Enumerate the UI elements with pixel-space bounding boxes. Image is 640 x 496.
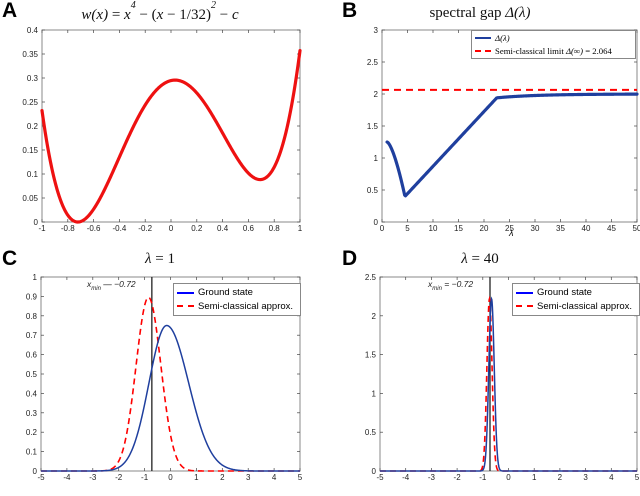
svg-text:0: 0: [380, 224, 385, 233]
svg-text:-3: -3: [89, 473, 97, 482]
svg-text:0.8: 0.8: [26, 312, 38, 321]
svg-text:3: 3: [246, 473, 251, 482]
svg-text:3: 3: [583, 473, 588, 482]
svg-text:5: 5: [405, 224, 410, 233]
svg-text:0: 0: [169, 224, 174, 233]
svg-text:1: 1: [298, 224, 303, 233]
svg-text:0.05: 0.05: [22, 194, 38, 203]
svg-text:λ: λ: [508, 228, 513, 238]
svg-text:-2: -2: [454, 473, 462, 482]
svg-text:10: 10: [429, 224, 438, 233]
svg-text:3: 3: [374, 26, 379, 35]
svg-text:0: 0: [33, 467, 38, 476]
svg-text:0.2: 0.2: [191, 224, 203, 233]
svg-text:5: 5: [635, 473, 640, 482]
svg-text:1.5: 1.5: [365, 351, 377, 360]
svg-text:-2: -2: [115, 473, 123, 482]
svg-text:40: 40: [582, 224, 591, 233]
svg-text:-3: -3: [428, 473, 436, 482]
svg-text:0.8: 0.8: [269, 224, 281, 233]
svg-text:4: 4: [272, 473, 277, 482]
svg-text:0.15: 0.15: [22, 146, 38, 155]
svg-text:0: 0: [374, 218, 379, 227]
svg-text:-4: -4: [402, 473, 410, 482]
svg-text:2.5: 2.5: [367, 58, 379, 67]
svg-text:50: 50: [633, 224, 640, 233]
svg-text:-0.6: -0.6: [87, 224, 101, 233]
svg-text:0.25: 0.25: [22, 98, 38, 107]
svg-text:0: 0: [372, 467, 377, 476]
svg-text:2: 2: [220, 473, 225, 482]
svg-text:0.4: 0.4: [27, 26, 39, 35]
svg-text:1: 1: [194, 473, 199, 482]
svg-text:45: 45: [607, 224, 616, 233]
svg-text:-5: -5: [376, 473, 384, 482]
svg-text:1: 1: [372, 389, 377, 398]
svg-text:0.5: 0.5: [367, 186, 379, 195]
svg-text:-1: -1: [141, 473, 149, 482]
svg-text:xmin — −0.72: xmin — −0.72: [86, 279, 136, 292]
svg-text:0.4: 0.4: [26, 389, 38, 398]
svg-text:2: 2: [372, 312, 377, 321]
svg-text:-1: -1: [479, 473, 487, 482]
svg-text:-5: -5: [37, 473, 45, 482]
svg-text:2: 2: [558, 473, 563, 482]
svg-text:-0.2: -0.2: [138, 224, 152, 233]
svg-text:0.6: 0.6: [243, 224, 255, 233]
svg-text:xmin = −0.72: xmin = −0.72: [427, 279, 473, 292]
svg-text:0.5: 0.5: [365, 428, 377, 437]
svg-text:0.2: 0.2: [26, 428, 38, 437]
svg-text:0.5: 0.5: [26, 370, 38, 379]
svg-text:1: 1: [532, 473, 537, 482]
svg-text:5: 5: [298, 473, 303, 482]
svg-text:1: 1: [33, 273, 38, 282]
svg-text:0: 0: [506, 473, 511, 482]
svg-text:-4: -4: [63, 473, 71, 482]
svg-text:0: 0: [34, 218, 39, 227]
svg-text:-1: -1: [38, 224, 46, 233]
svg-text:1: 1: [374, 154, 379, 163]
svg-text:4: 4: [609, 473, 614, 482]
svg-text:0.9: 0.9: [26, 292, 38, 301]
svg-text:0.3: 0.3: [26, 409, 38, 418]
svg-text:1.5: 1.5: [367, 122, 379, 131]
svg-text:-0.8: -0.8: [61, 224, 75, 233]
svg-text:30: 30: [531, 224, 540, 233]
svg-text:0.7: 0.7: [26, 331, 38, 340]
svg-text:2: 2: [374, 90, 379, 99]
svg-text:-0.4: -0.4: [113, 224, 127, 233]
svg-text:0.6: 0.6: [26, 351, 38, 360]
svg-text:0.3: 0.3: [27, 74, 39, 83]
svg-text:20: 20: [480, 224, 489, 233]
svg-text:0.35: 0.35: [22, 50, 38, 59]
svg-text:2.5: 2.5: [365, 273, 377, 282]
svg-text:15: 15: [454, 224, 463, 233]
svg-text:0.1: 0.1: [27, 170, 39, 179]
svg-text:0: 0: [168, 473, 173, 482]
svg-text:35: 35: [556, 224, 565, 233]
svg-text:0.1: 0.1: [26, 448, 38, 457]
svg-text:0.4: 0.4: [217, 224, 229, 233]
svg-text:0.2: 0.2: [27, 122, 39, 131]
